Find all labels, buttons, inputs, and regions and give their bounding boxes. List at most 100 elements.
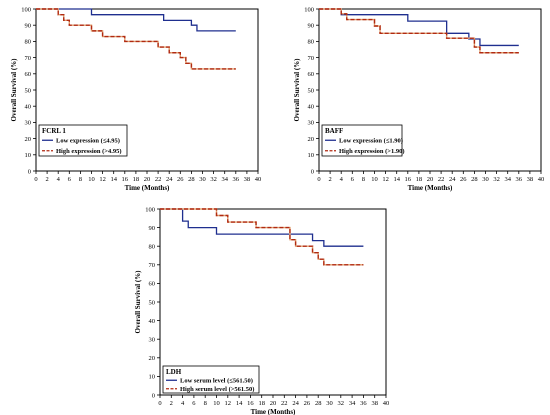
x-tick-label: 18 (133, 176, 140, 183)
x-tick-label: 4 (57, 176, 61, 183)
y-tick-label: 80 (149, 244, 156, 251)
x-tick-label: 6 (351, 176, 355, 183)
series-line-high-serum-level-561-50-underlay (160, 208, 364, 266)
x-tick-label: 38 (527, 176, 534, 183)
x-tick-label: 32 (493, 176, 500, 183)
y-tick-label: 50 (25, 87, 32, 94)
x-tick-label: 2 (170, 400, 173, 407)
y-tick-label: 10 (149, 374, 156, 381)
series-line-high-expression-1-90-underlay (319, 8, 519, 54)
y-tick-label: 70 (308, 55, 315, 62)
y-tick-label: 100 (145, 206, 155, 213)
y-axis-title: Overall Survival (%) (293, 58, 301, 122)
y-tick-label: 40 (149, 318, 156, 325)
y-tick-label: 10 (308, 152, 315, 159)
y-tick-label: 80 (25, 39, 32, 46)
x-tick-label: 24 (449, 176, 456, 183)
x-tick-label: 40 (255, 176, 262, 183)
series-line-low-expression-1-90 (319, 8, 519, 47)
series-line-high-expression-4-95 (36, 8, 236, 70)
legend-title: LDH (166, 368, 182, 376)
x-tick-label: 14 (393, 176, 400, 183)
y-tick-label: 100 (304, 6, 314, 13)
x-tick-label: 28 (315, 400, 322, 407)
y-tick-label: 20 (25, 136, 32, 143)
x-tick-label: 18 (416, 176, 423, 183)
chart-svg: 0 2 4 6 8 10 12 14 16 18 20 22 24 26 28 30 32 34 36 38 40010… (134, 206, 390, 415)
x-tick-label: 32 (210, 176, 217, 183)
x-tick-label: 2 (45, 176, 48, 183)
y-tick-label: 30 (308, 120, 315, 127)
y-tick-label: 0 (311, 168, 314, 175)
y-tick-label: 60 (149, 281, 156, 288)
legend-label: High expression (>4.95) (56, 148, 122, 155)
x-axis-title: Time (Months) (408, 184, 453, 192)
legend-box (38, 124, 128, 157)
x-tick-label: 30 (199, 176, 206, 183)
x-tick-label: 38 (371, 400, 378, 407)
x-tick-label: 2 (328, 176, 331, 183)
series-line-low-expression-4-95 (36, 8, 236, 32)
x-tick-label: 4 (340, 176, 344, 183)
y-tick-label: 100 (21, 6, 31, 13)
x-tick-label: 20 (144, 176, 151, 183)
ldh-survival-panel: 0 2 4 6 8 10 12 14 16 18 20 22 24 26 28 30 32 34 36 38 40 0 10… (134, 200, 398, 415)
y-tick-label: 0 (28, 168, 31, 175)
x-tick-label: 22 (281, 400, 288, 407)
y-tick-label: 50 (308, 87, 315, 94)
series-line-high-serum-level-561-50 (160, 208, 364, 266)
x-tick-label: 38 (244, 176, 251, 183)
x-tick-label: 36 (233, 176, 240, 183)
legend: FCRL 1 Low expression (≤4.95) High express… (38, 124, 128, 157)
x-axis-title: Time (Months) (251, 408, 296, 415)
y-tick-label: 20 (149, 355, 156, 362)
x-tick-label: 34 (504, 176, 511, 183)
y-tick-label: 0 (152, 392, 155, 399)
x-tick-label: 10 (213, 400, 220, 407)
y-tick-label: 40 (308, 104, 315, 111)
x-tick-label: 12 (225, 400, 232, 407)
chart-svg: 0 2 4 6 8 10 12 14 16 18 20 22 24 26 28 30 32 34 36 38 40010… (293, 6, 545, 192)
x-tick-label: 34 (349, 400, 356, 407)
legend-title: FCRL 1 (42, 127, 66, 135)
x-tick-label: 28 (188, 176, 195, 183)
x-tick-label: 26 (177, 176, 184, 183)
y-axis-title: Overall Survival (%) (134, 270, 142, 334)
x-tick-label: 6 (192, 400, 196, 407)
y-tick-label: 30 (149, 337, 156, 344)
x-tick-label: 24 (166, 176, 173, 183)
x-tick-label: 40 (538, 176, 545, 183)
y-tick-label: 20 (308, 136, 315, 143)
baff-survival-panel: 0 2 4 6 8 10 12 14 16 18 20 22 24 26 28 30 32 34 36 38 40 0 10… (283, 0, 545, 192)
legend-label: High serum level (>561.50) (180, 386, 254, 393)
legend-label: Low expression (≤4.95) (56, 138, 120, 145)
y-tick-label: 10 (25, 152, 32, 159)
x-tick-label: 22 (438, 176, 445, 183)
y-tick-label: 80 (308, 39, 315, 46)
x-tick-label: 22 (155, 176, 162, 183)
fcrl1-survival-panel: 0 2 4 6 8 10 12 14 16 18 20 22 24 26 28 30 32 34 36 38 40 0 10… (0, 0, 262, 192)
x-tick-label: 14 (236, 400, 243, 407)
x-tick-label: 16 (247, 400, 254, 407)
x-tick-label: 0 (317, 176, 320, 183)
legend-label: High expression (>1.90) (339, 148, 405, 155)
legend-label: Low expression (≤1.90) (339, 138, 403, 145)
y-tick-label: 70 (25, 55, 32, 62)
x-axis-title: Time (Months) (125, 184, 170, 192)
x-tick-label: 20 (427, 176, 434, 183)
x-tick-label: 8 (204, 400, 207, 407)
y-tick-label: 90 (308, 23, 315, 30)
x-tick-label: 26 (460, 176, 467, 183)
series-line-high-expression-4-95-underlay (36, 8, 236, 70)
x-tick-label: 32 (338, 400, 345, 407)
x-tick-label: 24 (292, 400, 299, 407)
x-tick-label: 28 (471, 176, 478, 183)
x-tick-label: 4 (181, 400, 185, 407)
x-tick-label: 26 (304, 400, 311, 407)
x-tick-label: 0 (34, 176, 37, 183)
x-tick-label: 40 (383, 400, 390, 407)
legend-title: BAFF (325, 127, 343, 135)
x-tick-label: 8 (362, 176, 365, 183)
y-tick-label: 50 (149, 299, 156, 306)
